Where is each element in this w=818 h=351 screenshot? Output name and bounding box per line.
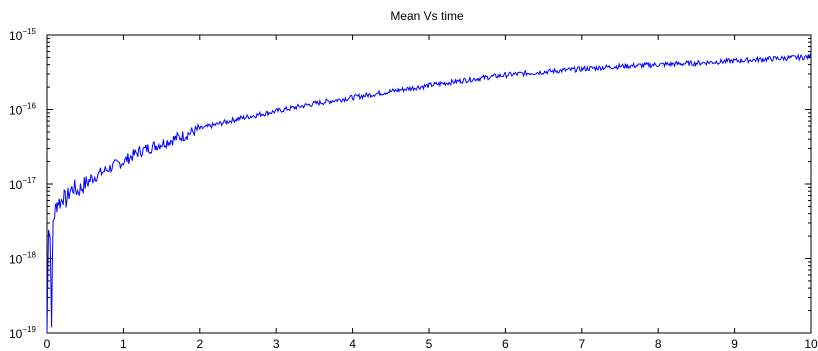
y-tick-label: 10−15 <box>9 27 36 43</box>
x-tick-label: 9 <box>731 337 738 351</box>
x-tick-label: 6 <box>502 337 509 351</box>
y-tick-label: 10−18 <box>9 251 36 267</box>
x-tick-label: 5 <box>426 337 433 351</box>
x-tick-label: 7 <box>578 337 585 351</box>
y-axis: 10−19 10−18 10−17 10−16 10−15 <box>9 27 811 341</box>
x-tick-label: 1 <box>120 337 127 351</box>
x-tick-label: 3 <box>273 337 280 351</box>
x-tick-label: 8 <box>655 337 662 351</box>
y-tick-label: 10−17 <box>9 176 36 192</box>
plot-frame <box>46 34 812 334</box>
chart-title: Mean Vs time <box>390 9 464 23</box>
series-line <box>46 52 812 334</box>
y-tick-label: 10−19 <box>9 325 36 341</box>
x-tick-label: 0 <box>44 337 51 351</box>
x-tick-label: 10 <box>804 337 818 351</box>
x-axis: 0 1 2 3 4 5 6 7 8 9 10 <box>44 35 818 351</box>
x-tick-label: 4 <box>349 337 356 351</box>
x-tick-label: 2 <box>196 337 203 351</box>
series-group <box>46 52 812 334</box>
y-tick-label: 10−16 <box>9 102 36 118</box>
